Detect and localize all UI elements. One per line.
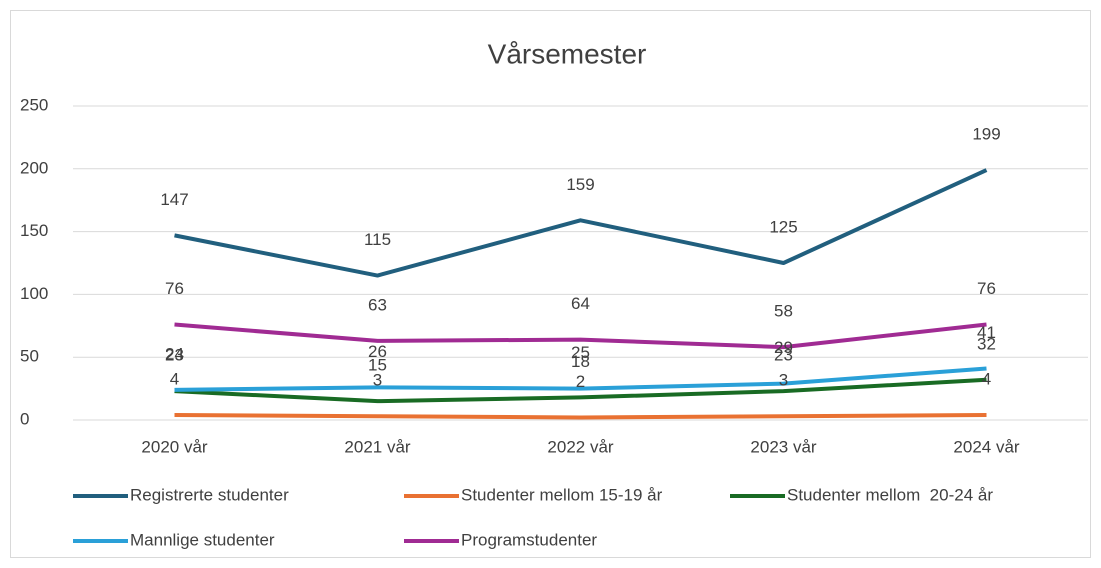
data-label: 15 [368, 356, 387, 375]
y-tick-label: 0 [20, 409, 29, 428]
data-label: 147 [160, 190, 188, 209]
data-label: 18 [571, 352, 590, 371]
data-label: 115 [364, 230, 391, 249]
x-tick-label: 2023 vår [750, 437, 816, 456]
x-tick-label: 2021 vår [344, 437, 410, 456]
y-tick-label: 150 [20, 221, 48, 240]
legend-label: Programstudenter [461, 530, 597, 549]
data-label: 23 [774, 346, 793, 365]
legend-label: Registrerte studenter [130, 485, 289, 504]
data-label: 23 [165, 346, 184, 365]
series-line [174, 412, 987, 420]
legend-label: Studenter mellom 20-24 år [787, 485, 993, 504]
legend-label: Mannlige studenter [130, 530, 275, 549]
data-label: 63 [368, 295, 387, 314]
series-line [174, 322, 987, 350]
data-label: 159 [566, 175, 594, 194]
y-tick-label: 50 [20, 347, 39, 366]
data-label: 2 [576, 372, 585, 391]
y-tick-label: 100 [20, 284, 48, 303]
y-tick-label: 200 [20, 158, 48, 177]
data-label: 199 [972, 125, 1000, 144]
data-label: 24 [165, 344, 184, 363]
data-label: 58 [774, 302, 793, 321]
data-label: 26 [368, 342, 387, 361]
y-tick-label: 250 [20, 95, 48, 114]
chart-frame [10, 10, 1091, 558]
data-label: 64 [571, 294, 590, 313]
data-label: 76 [165, 279, 184, 298]
x-tick-label: 2024 vår [953, 437, 1019, 456]
data-label: 41 [977, 323, 996, 342]
data-label: 32 [977, 334, 996, 353]
data-label: 125 [769, 217, 797, 236]
data-label: 3 [373, 371, 382, 390]
x-tick-label: 2020 vår [141, 437, 207, 456]
x-tick-label: 2022 vår [547, 437, 613, 456]
data-label: 4 [982, 369, 991, 388]
data-label: 29 [774, 338, 793, 357]
series-line [174, 168, 988, 278]
data-label: 3 [779, 371, 788, 390]
data-label: 76 [977, 279, 996, 298]
legend-label: Studenter mellom 15-19 år [461, 485, 663, 504]
data-label: 4 [170, 369, 179, 388]
series-line [174, 366, 987, 392]
chart-title: Vårsemester [488, 38, 647, 69]
data-label: 25 [571, 343, 590, 362]
series-line [174, 377, 987, 404]
